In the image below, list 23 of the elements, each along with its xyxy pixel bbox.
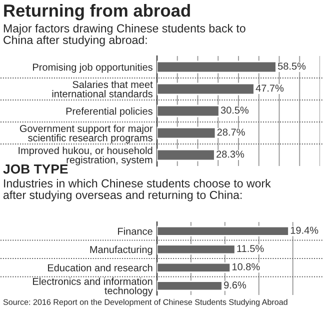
y-tick-label: Government support for major scientific research programs xyxy=(20,124,153,144)
y-tick-label: Manufacturing xyxy=(90,246,152,256)
y-tick-label: Preferential policies xyxy=(66,107,152,117)
y-tick-label: Education and research xyxy=(48,264,152,272)
y-tick-label: Electronics and information technology xyxy=(33,278,153,296)
y-tick-label: Promising job opportunities xyxy=(33,63,152,73)
data-label: 28.3% xyxy=(216,150,244,158)
data-label: 9.6% xyxy=(224,281,246,289)
source-note: Source: 2016 Report on the Development of Chinese Students Studying Abroad xyxy=(3,299,288,307)
chart-subtitle: Industries in which Chinese students choose to work after studying overseas and returning to China: xyxy=(3,179,271,202)
y-tick-label: Salaries that meet international standards xyxy=(52,80,153,98)
data-label: 58.5% xyxy=(278,62,306,70)
y-tick-label: Finance xyxy=(118,228,152,235)
y-tick-label: Improved hukou, or household registration, system xyxy=(18,146,152,166)
data-label: 19.4% xyxy=(290,226,318,234)
data-label: 30.5% xyxy=(220,106,249,114)
text: JOB TYPE xyxy=(3,164,68,174)
data-label: 28.7% xyxy=(217,128,245,136)
chart-subtitle: Major factors drawing Chinese students back to China after studying abroad: xyxy=(4,24,246,46)
chart-title: Returning from abroad xyxy=(4,4,190,20)
data-label: 47.7% xyxy=(256,84,284,92)
data-label: 10.8% xyxy=(232,263,260,270)
data-label: 11.5% xyxy=(237,245,264,252)
